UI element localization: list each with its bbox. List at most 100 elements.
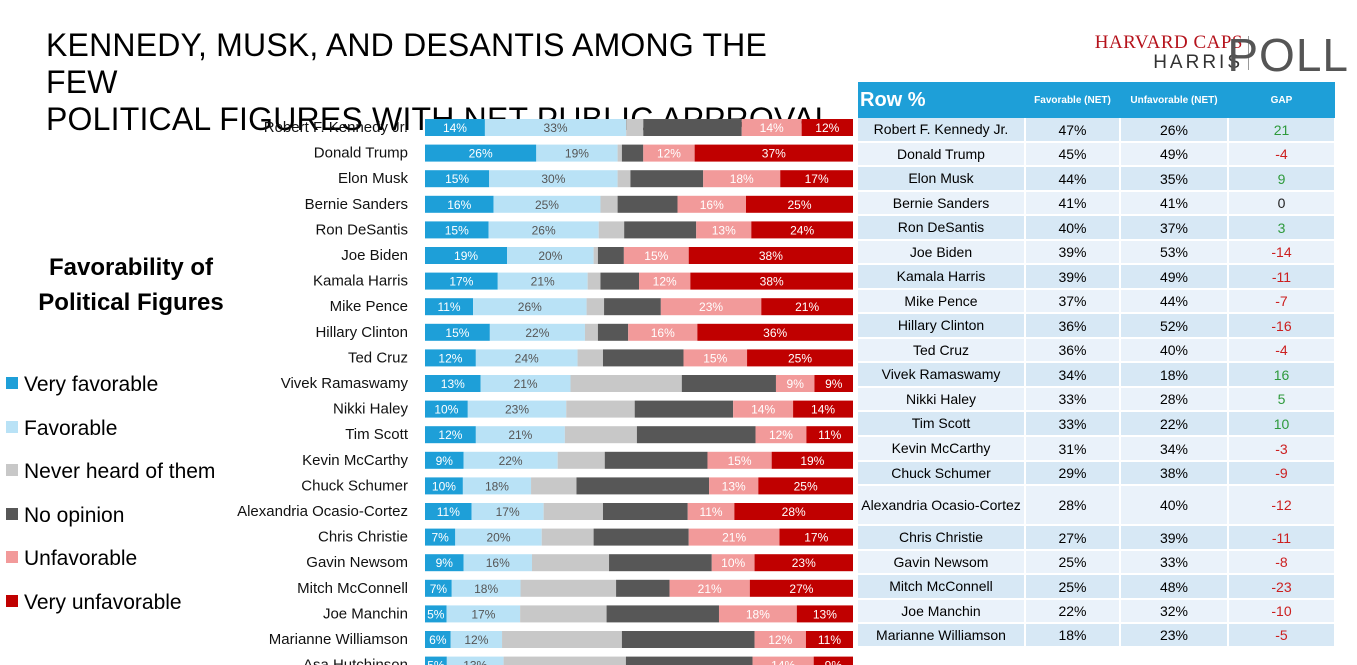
data-label: 36%: [763, 326, 787, 340]
bar-segment: [733, 400, 794, 418]
table-cell-favorable: 40%: [1025, 215, 1121, 241]
data-label: 14%: [811, 403, 835, 417]
table-cell-unfavorable: 35%: [1120, 166, 1229, 192]
data-label: 15%: [728, 454, 752, 468]
table-cell-gap: 0: [1228, 191, 1336, 216]
category-label: Kevin McCarthy: [302, 452, 408, 469]
category-label: Chris Christie: [318, 529, 408, 546]
category-label: Hillary Clinton: [315, 324, 408, 341]
data-label: 13%: [813, 607, 837, 621]
data-label: 19%: [800, 454, 824, 468]
bar-segment: [467, 400, 567, 418]
table-cell-favorable: 22%: [1025, 599, 1121, 624]
data-label: 22%: [525, 326, 549, 340]
bar-segment: [462, 477, 532, 495]
bar-segment: [541, 528, 594, 546]
table-cell-name: Hillary Clinton: [858, 313, 1026, 339]
table-cell-name: Nikki Haley: [858, 387, 1026, 412]
bar-segment: [752, 656, 814, 665]
bar-segment: [425, 119, 485, 136]
legend-label: Unfavorable: [24, 547, 138, 570]
data-label: 16%: [651, 326, 675, 340]
legend-swatch: [6, 594, 18, 607]
data-label: 26%: [469, 147, 493, 161]
table-row: Robert F. Kennedy Jr. 47% 26% 21: [858, 118, 1336, 143]
bar-segment: [639, 272, 691, 290]
bar-segment: [425, 272, 498, 290]
category-label: Joe Biden: [341, 247, 408, 264]
legend-item-unfavorable: Unfavorable: [6, 544, 215, 588]
bar-segment: [621, 631, 755, 648]
data-label: 9%: [787, 377, 805, 391]
bar-segment: [425, 170, 490, 188]
bar-segment: [806, 426, 853, 444]
data-label: 11%: [437, 300, 460, 314]
table-cell-unfavorable: 40%: [1120, 338, 1229, 363]
category-label: Nikki Haley: [333, 401, 409, 418]
table-cell-favorable: 18%: [1025, 623, 1121, 648]
table-cell-favorable: 36%: [1025, 338, 1121, 363]
table-cell-gap: -4: [1228, 142, 1336, 167]
bar-segment: [643, 144, 695, 162]
bar-segment: [520, 605, 607, 623]
table-cell-favorable: 36%: [1025, 313, 1121, 339]
table-row: Joe Biden 39% 53% -14: [858, 240, 1336, 265]
data-label: 15%: [445, 223, 469, 237]
bar-segment: [425, 400, 468, 418]
bar-segment: [451, 579, 521, 597]
category-label: Ted Cruz: [348, 349, 408, 366]
bar-segment: [532, 554, 610, 572]
table-cell-favorable: 33%: [1025, 387, 1121, 412]
section-title-line-1: Favorability of: [48, 254, 214, 281]
bar-segment: [796, 605, 853, 623]
data-label: 9%: [436, 454, 454, 468]
bar-segment: [425, 631, 451, 648]
data-label: 21%: [722, 531, 746, 545]
title-line-1: KENNEDY, MUSK, AND DESANTIS AMONG THE FE…: [46, 27, 768, 100]
bar-segment: [696, 221, 752, 239]
bar-segment: [586, 298, 605, 316]
table-row: Joe Manchin 22% 32% -10: [858, 599, 1336, 624]
category-label: Ron DeSantis: [315, 221, 408, 238]
category-label: Bernie Sanders: [305, 196, 408, 213]
table-cell-gap: -5: [1228, 623, 1336, 648]
data-label: 20%: [538, 249, 562, 263]
bar-segment: [425, 375, 481, 392]
bar-segment: [520, 579, 617, 597]
table-cell-name: Alexandria Ocasio-Cortez: [858, 485, 1026, 526]
legend-label: Never heard of them: [24, 460, 216, 483]
table-cell-unfavorable: 34%: [1120, 436, 1229, 462]
data-label: 20%: [486, 531, 510, 545]
table-row: Bernie Sanders 41% 41% 0: [858, 191, 1336, 216]
category-label: Robert F. Kennedy Jr.: [264, 119, 408, 136]
bar-segment: [616, 579, 670, 597]
logo-divider: [1248, 36, 1249, 70]
table-cell-gap: 5: [1228, 387, 1336, 412]
table-cell-gap: -14: [1228, 240, 1336, 265]
data-label: 25%: [788, 351, 812, 365]
data-label: 17%: [805, 172, 829, 186]
data-label: 21%: [508, 428, 532, 442]
table-cell-unfavorable: 18%: [1120, 362, 1229, 388]
bar-segment: [747, 349, 853, 367]
legend-swatch: [6, 507, 18, 520]
bar-segment: [617, 170, 631, 188]
data-label: 13%: [463, 659, 487, 665]
legend-item-very-unfavorable: Very unfavorable: [6, 588, 215, 632]
table-cell-unfavorable: 37%: [1120, 215, 1229, 241]
bar-segment: [707, 451, 772, 469]
table-row: Vivek Ramaswamy 34% 18% 16: [858, 362, 1336, 388]
table-cell-name: Gavin Newsom: [858, 550, 1026, 575]
table-cell-gap: 9: [1228, 166, 1336, 192]
data-label: 24%: [790, 223, 814, 237]
category-label: Mike Pence: [330, 298, 408, 315]
bar-segment: [493, 195, 601, 213]
data-label: 12%: [438, 428, 462, 442]
bar-segment: [814, 375, 853, 392]
data-label: 18%: [474, 582, 498, 596]
category-label: Tim Scott: [345, 426, 409, 443]
data-label: 21%: [514, 377, 538, 391]
table-cell-gap: -11: [1228, 525, 1336, 551]
data-label: 21%: [795, 300, 819, 314]
data-label: 28%: [782, 505, 806, 519]
